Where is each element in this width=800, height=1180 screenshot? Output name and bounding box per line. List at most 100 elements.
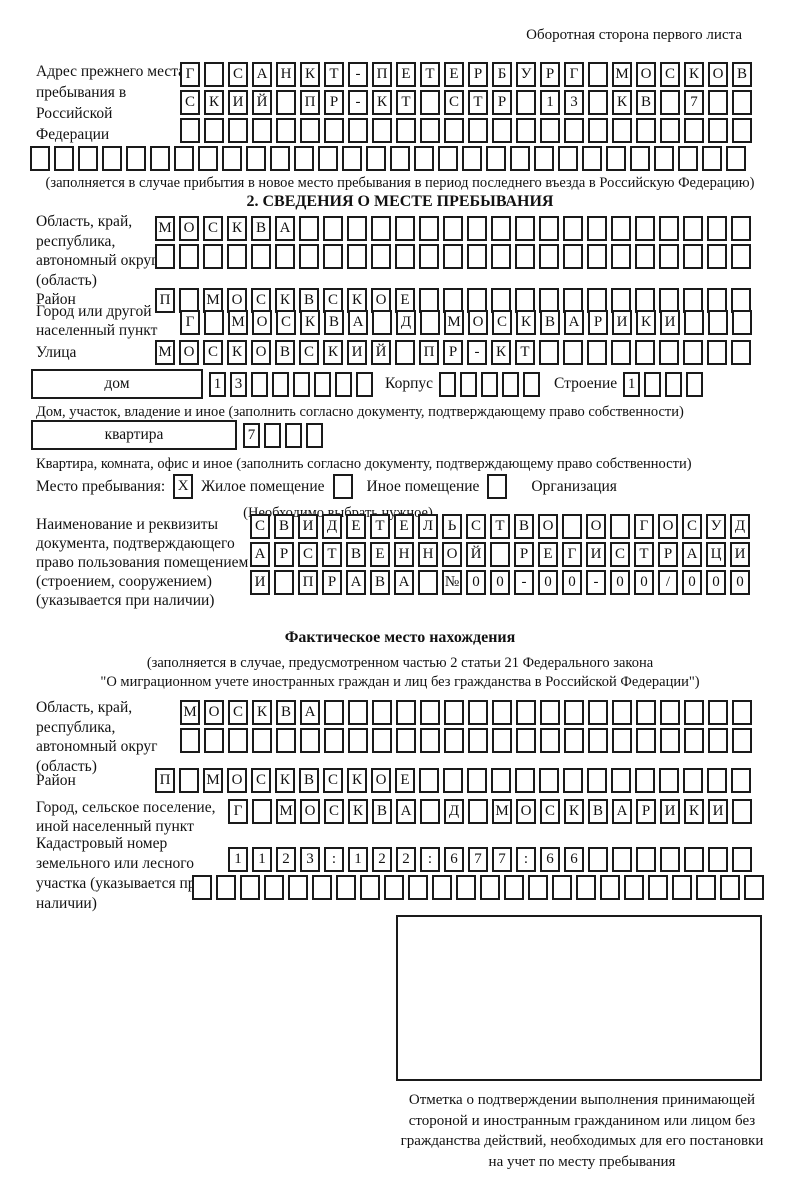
- char-box[interactable]: [467, 244, 487, 269]
- char-box[interactable]: [539, 244, 559, 269]
- char-box[interactable]: Й: [252, 90, 272, 115]
- char-box[interactable]: [636, 728, 656, 753]
- char-box[interactable]: :: [516, 847, 536, 872]
- char-box[interactable]: [372, 118, 392, 143]
- char-box[interactable]: О: [300, 799, 320, 824]
- char-box[interactable]: О: [227, 768, 247, 793]
- char-box[interactable]: [192, 875, 212, 900]
- char-box[interactable]: 0: [562, 570, 582, 595]
- char-box[interactable]: У: [706, 514, 726, 539]
- char-box[interactable]: В: [346, 542, 366, 567]
- char-box[interactable]: [444, 728, 464, 753]
- char-box[interactable]: /: [658, 570, 678, 595]
- char-box[interactable]: [611, 768, 631, 793]
- char-box[interactable]: [203, 244, 223, 269]
- char-box[interactable]: [610, 514, 630, 539]
- char-box[interactable]: [606, 146, 626, 171]
- char-box[interactable]: [204, 62, 224, 87]
- char-box[interactable]: 0: [706, 570, 726, 595]
- char-box[interactable]: Й: [371, 340, 391, 365]
- char-box[interactable]: И: [730, 542, 750, 567]
- char-box[interactable]: Г: [634, 514, 654, 539]
- char-box[interactable]: Р: [468, 62, 488, 87]
- char-box[interactable]: Р: [492, 90, 512, 115]
- char-box[interactable]: [696, 875, 716, 900]
- char-box[interactable]: [419, 768, 439, 793]
- char-box[interactable]: [636, 118, 656, 143]
- char-box[interactable]: К: [684, 62, 704, 87]
- char-box[interactable]: №: [442, 570, 462, 595]
- char-box[interactable]: [612, 847, 632, 872]
- char-box[interactable]: [540, 728, 560, 753]
- char-box[interactable]: [510, 146, 530, 171]
- char-box[interactable]: [732, 310, 752, 335]
- char-box[interactable]: В: [514, 514, 534, 539]
- char-box[interactable]: [414, 146, 434, 171]
- char-box[interactable]: В: [732, 62, 752, 87]
- char-box[interactable]: [276, 118, 296, 143]
- char-box[interactable]: А: [250, 542, 270, 567]
- char-box[interactable]: [611, 244, 631, 269]
- char-box[interactable]: К: [347, 768, 367, 793]
- char-box[interactable]: [372, 728, 392, 753]
- char-box[interactable]: [395, 244, 415, 269]
- char-box[interactable]: [252, 118, 272, 143]
- char-box[interactable]: [336, 875, 356, 900]
- char-box[interactable]: А: [564, 310, 584, 335]
- char-box[interactable]: [587, 768, 607, 793]
- char-box[interactable]: И: [708, 799, 728, 824]
- char-box[interactable]: [293, 371, 310, 397]
- char-box[interactable]: 1: [348, 847, 368, 872]
- char-box[interactable]: Р: [588, 310, 608, 335]
- char-box[interactable]: [270, 146, 290, 171]
- char-box[interactable]: 6: [540, 847, 560, 872]
- char-box[interactable]: [332, 474, 353, 499]
- char-box[interactable]: В: [299, 288, 319, 313]
- char-box[interactable]: [312, 875, 332, 900]
- char-box[interactable]: [348, 728, 368, 753]
- char-box[interactable]: [228, 728, 248, 753]
- char-box[interactable]: [732, 90, 752, 115]
- char-box[interactable]: [732, 799, 752, 824]
- char-box[interactable]: [198, 146, 218, 171]
- char-box[interactable]: Е: [538, 542, 558, 567]
- char-box[interactable]: [444, 118, 464, 143]
- char-box[interactable]: Р: [514, 542, 534, 567]
- char-box[interactable]: О: [442, 542, 462, 567]
- char-box[interactable]: [504, 875, 524, 900]
- char-box[interactable]: [324, 700, 344, 725]
- char-box[interactable]: [523, 371, 540, 397]
- char-box[interactable]: :: [420, 847, 440, 872]
- char-box[interactable]: [686, 371, 704, 397]
- char-box[interactable]: [665, 371, 683, 397]
- char-box[interactable]: [576, 875, 596, 900]
- char-box[interactable]: С: [324, 799, 344, 824]
- char-box[interactable]: У: [516, 62, 536, 87]
- char-box[interactable]: 2: [276, 847, 296, 872]
- char-box[interactable]: [492, 700, 512, 725]
- char-box[interactable]: [731, 244, 751, 269]
- char-box[interactable]: [611, 340, 631, 365]
- char-box[interactable]: Н: [276, 62, 296, 87]
- char-box[interactable]: О: [252, 310, 272, 335]
- char-box[interactable]: С: [203, 216, 223, 241]
- char-box[interactable]: К: [491, 340, 511, 365]
- char-box[interactable]: Н: [394, 542, 414, 567]
- char-box[interactable]: В: [636, 90, 656, 115]
- char-box[interactable]: П: [300, 90, 320, 115]
- char-box[interactable]: Т: [370, 514, 390, 539]
- char-box[interactable]: [491, 244, 511, 269]
- char-box[interactable]: [418, 570, 438, 595]
- char-box[interactable]: [216, 875, 236, 900]
- char-box[interactable]: [481, 371, 498, 397]
- char-box[interactable]: [371, 244, 391, 269]
- char-box[interactable]: Т: [490, 514, 510, 539]
- char-box[interactable]: А: [275, 216, 295, 241]
- char-box[interactable]: [204, 310, 224, 335]
- char-box[interactable]: О: [636, 62, 656, 87]
- char-box[interactable]: [684, 700, 704, 725]
- char-box[interactable]: [285, 422, 302, 448]
- char-box[interactable]: 7: [243, 422, 260, 448]
- char-box[interactable]: [155, 244, 175, 269]
- char-box[interactable]: [486, 146, 506, 171]
